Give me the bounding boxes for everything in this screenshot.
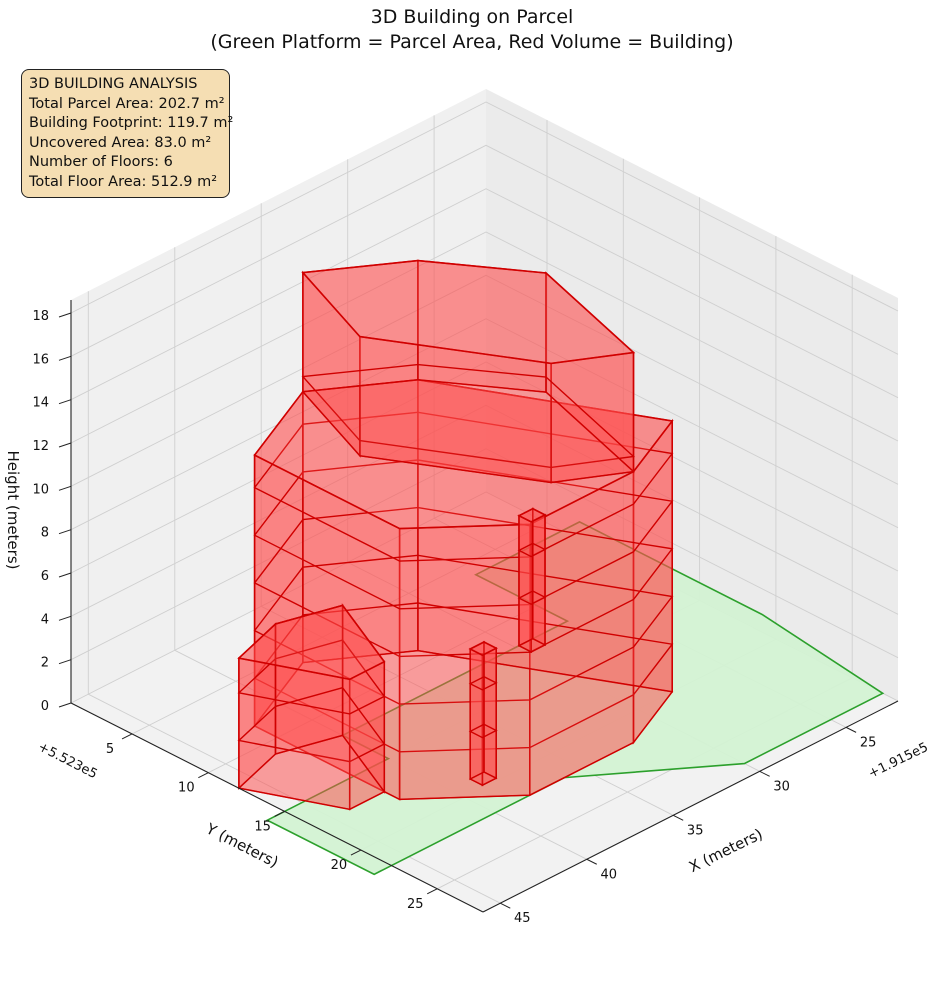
floor-slab-main [253,411,674,562]
floor-slab-main [253,459,674,610]
z-tick-label: 2 [41,656,49,671]
chart-subtitle: (Green Platform = Parcel Area, Red Volum… [210,31,734,53]
roof-main [253,378,674,530]
z-tick-label: 10 [32,482,49,497]
roof-upper [301,259,636,365]
tick-labels: 25 30 35 40 45 5 10 15 20 25 0 2 4 6 8 10 12 14 16 18 [32,309,876,926]
y-tick-mark [426,888,438,895]
gridline-z [70,144,899,357]
x-tick-label: 40 [600,867,617,882]
z-tick-mark [58,312,72,318]
floor-slab-pier-north [468,675,498,691]
z-tick-label: 14 [32,396,49,411]
z-tick-mark [58,659,72,665]
info-line-footprint: Building Footprint: 119.7 m² [29,115,234,132]
x-tick-mark [672,814,684,821]
base-pier-east [517,638,547,653]
x-tick-mark [500,902,511,909]
building-volume [237,259,674,811]
floor-slab-pier-east [517,542,547,558]
y-tick-label: 10 [178,781,195,796]
gridline-z [70,188,899,401]
z-tick-label: 18 [32,309,49,324]
z-tick-mark [58,355,72,361]
z-tick-mark [58,399,72,405]
z-tick-label: 0 [41,699,49,714]
z-tick-label: 12 [32,439,49,454]
x-axis-line [482,700,899,913]
y-tick-label: 15 [254,819,271,834]
x-tick-label: 35 [687,823,704,838]
info-heading: 3D BUILDING ANALYSIS [29,76,198,92]
z-tick-mark [58,529,72,535]
y-tick-label: 25 [407,897,424,912]
base-south-wing [237,734,386,810]
gridline-z [70,274,899,487]
x-tick-label: 30 [773,779,790,794]
base-upper [301,379,635,484]
building-wall-pier-north [483,640,497,780]
parcel-polygon [265,521,885,876]
info-line-parcel-area: Total Parcel Area: 202.7 m² [29,95,225,112]
z-tick-mark [58,485,72,491]
z-tick-mark [58,572,72,578]
floor-slab-main [253,554,674,705]
z-axis-label: Height (meters) [4,451,22,570]
parcel-platform [265,521,885,876]
base-pier-north [468,771,498,786]
x-tick-label: 25 [860,735,877,750]
floor-slab-main [253,602,674,753]
roof-pier-east [517,507,547,523]
analysis-info-box: 3D BUILDING ANALYSIS Total Parcel Area: … [21,69,234,198]
z-tick-mark [58,442,72,448]
y-tick-label: 20 [331,858,348,873]
chart-title: 3D Building on Parcel [370,6,574,28]
axes-lines [70,300,899,913]
building-wall-pier-east [532,507,546,647]
y-tick-mark [274,810,285,817]
back-left-pane [486,89,898,701]
y-tick-label: 5 [106,742,114,757]
y-tick-mark [350,849,362,856]
x-tick-mark [586,858,597,865]
info-line-uncovered: Uncovered Area: 83.0 m² [29,134,212,151]
y-tick-mark [198,772,209,779]
info-line-floor-area: Total Floor Area: 512.9 m² [29,173,218,190]
base-main [253,649,674,801]
gridline-z [70,361,899,574]
z-tick-label: 8 [41,526,49,541]
floor-slab-pier-north [468,723,498,739]
y-offset-label: +5.523e5 [35,740,99,783]
z-tick-label: 6 [41,569,49,584]
roof-south-wing [237,604,386,681]
x-tick-mark [845,726,857,733]
z-tick-mark [58,702,72,708]
z-tick-mark [58,615,72,621]
gridline-z [70,231,899,444]
gridline-z [70,448,899,661]
z-tick-label: 4 [41,612,49,627]
floor-slab-upper [301,363,636,469]
y-axis-line [70,702,484,913]
gridline-z [70,404,899,617]
info-line-floors: Number of Floors: 6 [29,154,173,171]
x-tick-mark [759,770,770,777]
floor-slab-south-wing [237,686,386,763]
floor-slab-main [253,506,674,658]
y-tick-mark [121,733,133,740]
floor-slab-south-wing [237,639,386,715]
z-tick-label: 16 [32,352,49,367]
gridline-z [70,101,899,314]
building-wall-pier-east [518,507,534,647]
gridline-z [70,318,899,531]
building-wall-pier-north [469,640,485,781]
floor-slab-pier-east [517,590,547,605]
roof-pier-north [468,641,498,657]
x-tick-label: 45 [514,911,531,926]
